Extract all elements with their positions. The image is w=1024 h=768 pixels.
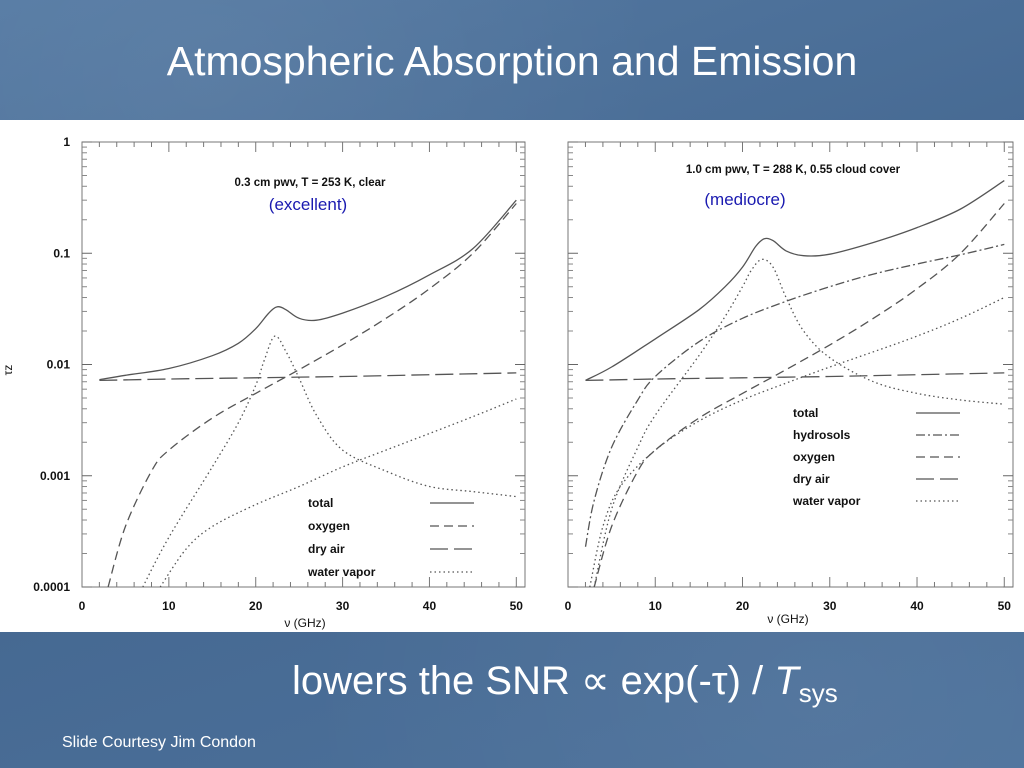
- legend-label: oxygen: [793, 450, 835, 464]
- chart-right: 0 10 20 30 40 50 ν (GHz) 1.0 cm pwv, T = 288 K,…: [565, 141, 1014, 626]
- y-tick-label: 0.01: [47, 358, 71, 372]
- quality-annotation: (excellent): [269, 195, 347, 214]
- x-axis-title: ν (GHz): [767, 612, 808, 626]
- series-line-dry-air: [585, 372, 1005, 382]
- series-line-oxygen: [593, 203, 1005, 588]
- series-line-water-vapor-continuum-: [589, 296, 1005, 588]
- series-line-dry-air: [99, 372, 517, 382]
- legend-label: hydrosols: [793, 428, 851, 442]
- x-tick-label: 50: [510, 599, 524, 613]
- legend-label: dry air: [308, 542, 345, 556]
- x-tick-label: 50: [998, 599, 1012, 613]
- figure-panel: 0 10 20 30 40 50 0.0001 0.001 0.01 0.1 1 ν (GHz) τz 0…: [0, 120, 1024, 632]
- formula-t: T: [774, 659, 799, 703]
- x-tick-label: 30: [823, 599, 837, 613]
- series-line-oxygen: [107, 203, 517, 588]
- formula-expression: exp(-τ) /: [609, 659, 775, 703]
- y-axis-title: τz: [1, 365, 15, 376]
- y-tick-label: 0.0001: [33, 580, 70, 594]
- formula-sub: sys: [798, 678, 838, 708]
- legend-label: total: [308, 496, 333, 510]
- slide-credit: Slide Courtesy Jim Condon: [62, 734, 256, 751]
- plot-frame: [567, 141, 1014, 588]
- quality-annotation: (mediocre): [704, 190, 785, 209]
- snr-formula: lowers the SNR ∝ exp(-τ) / Tsys: [292, 658, 838, 709]
- x-tick-label: 20: [736, 599, 750, 613]
- x-tick-label: 30: [336, 599, 350, 613]
- legend-label: water vapor: [792, 494, 861, 508]
- y-tick-label: 0.1: [53, 246, 70, 260]
- proportional-symbol: ∝: [580, 659, 610, 703]
- series-line-total: [585, 180, 1005, 381]
- series-line-total: [99, 199, 517, 381]
- y-tick-label: 1: [63, 135, 70, 149]
- legend-label: dry air: [793, 472, 830, 486]
- series-line-water-vapor-continuum-: [159, 398, 517, 588]
- x-axis-title: ν (GHz): [284, 616, 325, 630]
- legend-label: water vapor: [307, 565, 376, 579]
- formula-prefix: lowers the SNR: [292, 659, 581, 703]
- y-tick-label: 0.001: [40, 469, 70, 483]
- chart-left: 0 10 20 30 40 50 0.0001 0.001 0.01 0.1 1 ν (GHz) τz 0…: [1, 135, 526, 630]
- x-tick-label: 10: [649, 599, 663, 613]
- chart-subtitle: 1.0 cm pwv, T = 288 K, 0.55 cloud cover: [686, 164, 901, 176]
- x-tick-label: 0: [565, 599, 572, 613]
- series-line-hydrosols: [584, 243, 1005, 547]
- slide-title: Atmospheric Absorption and Emission: [166, 38, 858, 84]
- chart-subtitle: 0.3 cm pwv, T = 253 K, clear: [235, 177, 386, 189]
- legend-label: total: [793, 406, 818, 420]
- x-tick-label: 10: [162, 599, 176, 613]
- series-line-water-vapor: [593, 258, 1005, 588]
- x-tick-label: 40: [910, 599, 924, 613]
- x-tick-label: 40: [423, 599, 437, 613]
- x-tick-label: 0: [79, 599, 86, 613]
- x-tick-label: 20: [249, 599, 263, 613]
- legend-label: oxygen: [308, 519, 350, 533]
